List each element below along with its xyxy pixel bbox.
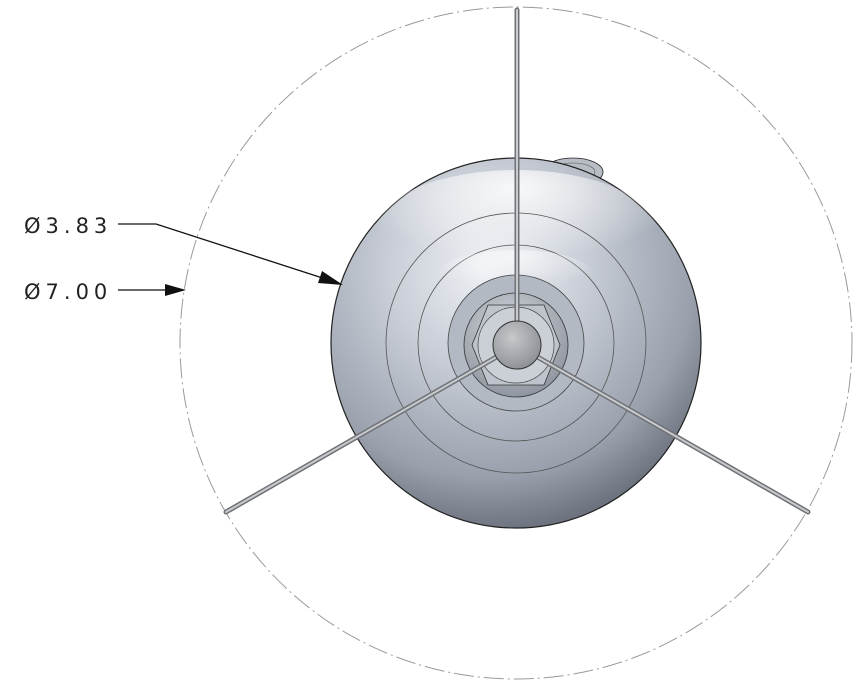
center-cap <box>492 320 542 370</box>
dimension-outer-label: Ø7.00 <box>24 280 112 304</box>
dimension-outer: Ø7.00 <box>24 280 186 304</box>
spokes <box>223 7 811 515</box>
dimension-inner: Ø3.83 <box>24 214 343 285</box>
outer-phantom-circle <box>179 6 853 680</box>
dimension-inner-label: Ø3.83 <box>24 214 112 238</box>
